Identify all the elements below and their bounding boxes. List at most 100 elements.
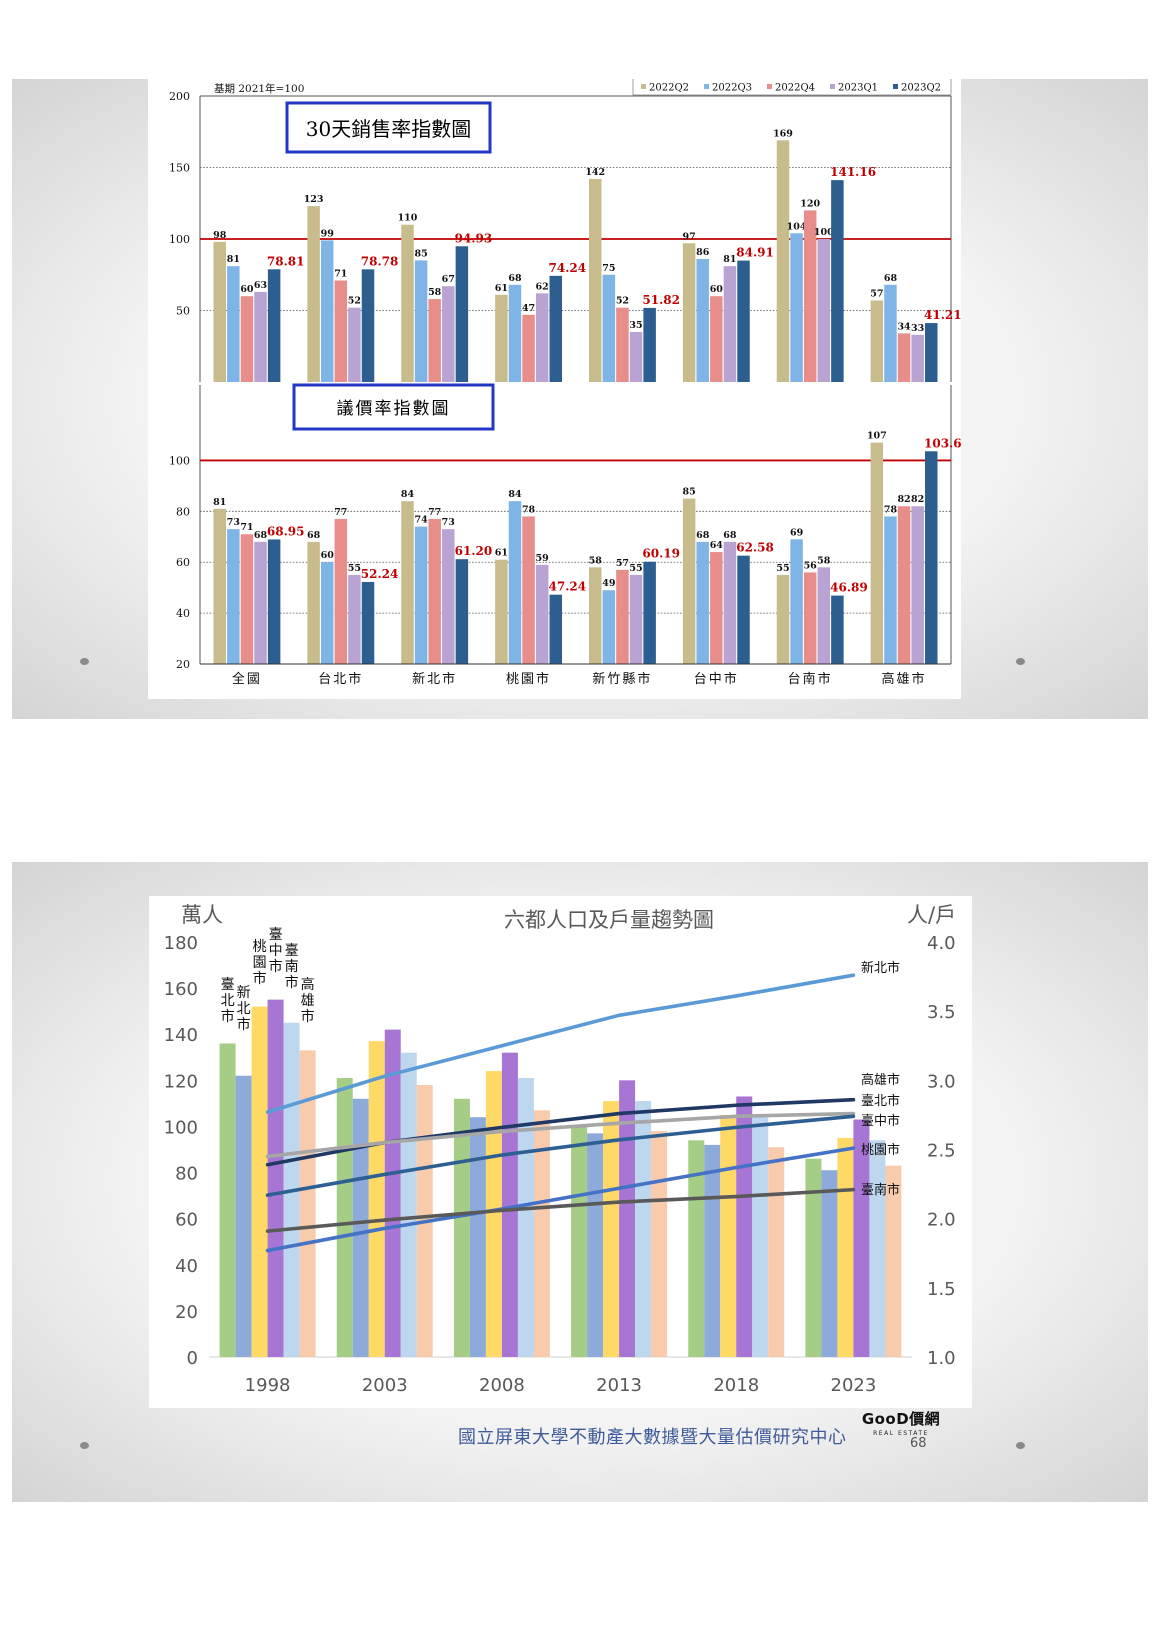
bar-2023Q1 [442, 529, 455, 664]
population-bar [299, 1050, 316, 1357]
population-bar [837, 1137, 854, 1357]
bar-value-label: 74 [414, 515, 428, 526]
bar-2022Q4 [897, 333, 911, 382]
bar-value-label: 68 [254, 530, 268, 541]
household-size-line [265, 1146, 856, 1253]
bar-2023Q2 [737, 260, 750, 382]
population-bar [885, 1165, 902, 1357]
x-tick-label: 2013 [596, 1375, 642, 1396]
bar-2022Q2 [495, 559, 508, 664]
bar-value-label: 59 [536, 553, 550, 564]
bar-2023Q1 [817, 239, 831, 382]
bar-2023Q1 [911, 334, 924, 382]
population-bar [336, 1078, 353, 1357]
slide-bullet [80, 1442, 89, 1449]
bar-2022Q2 [495, 294, 508, 382]
population-bar [704, 1144, 721, 1357]
bar-2022Q2 [588, 567, 602, 664]
bar-value-label: 82 [911, 494, 924, 505]
bar-city-label-char: 北 [237, 1001, 251, 1017]
bar-value-label: 120 [800, 198, 820, 209]
bar-value-label: 57 [870, 288, 883, 299]
population-bar [400, 1052, 417, 1357]
bar-value-label: 141.16 [830, 165, 876, 179]
bar-value-label: 41.21 [924, 308, 961, 322]
bar-value-label: 78 [884, 504, 898, 515]
bar-2022Q2 [776, 574, 790, 664]
bar-2022Q3 [696, 259, 709, 382]
bar-value-label: 61 [495, 283, 508, 294]
bar-city-label-char: 市 [269, 958, 283, 975]
bar-value-label: 57 [616, 558, 629, 569]
bar-value-label: 55 [629, 563, 642, 574]
bar-city-label-char: 市 [221, 1008, 235, 1025]
y-tick-label-left: 20 [175, 1302, 198, 1323]
bar-value-label: 60.19 [642, 547, 680, 561]
bar-2022Q4 [428, 518, 441, 664]
bar-2023Q1 [442, 286, 455, 382]
bar-2022Q3 [227, 266, 240, 382]
bar-value-label: 35 [629, 320, 642, 331]
bar-2022Q3 [508, 501, 522, 664]
household-size-line [265, 1114, 856, 1197]
slide-1: 50 100 150 200 98 81 60 63 78.81 123 99 71 52 78.78 11… [12, 79, 1148, 719]
bar-value-label: 84 [401, 489, 415, 500]
bar-2022Q3 [790, 233, 803, 382]
x-tick-label: 2003 [362, 1375, 408, 1396]
bar-value-label: 51.82 [642, 293, 680, 307]
category-label: 台南市 [788, 671, 833, 687]
bar-value-label: 68 [508, 273, 522, 284]
bar-2023Q2 [831, 180, 844, 382]
bar-2022Q3 [884, 284, 897, 382]
bar-2023Q2 [925, 451, 938, 664]
bar-value-label: 73 [442, 517, 455, 528]
bar-2023Q1 [629, 331, 643, 382]
category-label: 高雄市 [882, 671, 927, 687]
bar-2022Q2 [870, 442, 884, 664]
bar-2022Q4 [334, 518, 348, 664]
bar-value-label: 82 [897, 494, 910, 505]
bar-value-label: 81 [723, 254, 736, 265]
population-bar [619, 1080, 636, 1357]
line-label: 高雄市 [861, 1072, 900, 1088]
slide-2: 六都人口及戶量趨勢圖 萬人 人/戶 0 20 40 60 80 100 120 140 160 180 1… [12, 862, 1148, 1502]
legend-label: 2022Q4 [775, 83, 815, 94]
bar-city-label-char: 高 [301, 976, 315, 993]
bar-value-label: 81 [227, 254, 240, 265]
population-bar [651, 1131, 668, 1357]
bar-value-label: 73 [227, 517, 240, 528]
y-tick-label: 150 [169, 162, 190, 175]
bar-2022Q4 [803, 572, 817, 664]
y-tick-label-left: 40 [175, 1256, 198, 1277]
bar-2023Q2 [267, 269, 281, 382]
bar-2023Q1 [723, 541, 737, 664]
y-tick-label-left: 180 [164, 933, 198, 954]
category-label: 全國 [232, 671, 262, 687]
legend-label: 2022Q3 [712, 83, 752, 94]
bar-2023Q2 [455, 246, 469, 382]
bar-2022Q3 [508, 284, 522, 382]
bar-2023Q2 [361, 269, 375, 382]
bar-2022Q2 [307, 541, 320, 664]
bar-2022Q4 [710, 552, 723, 664]
population-bar [768, 1147, 785, 1357]
bar-2023Q1 [348, 307, 361, 382]
bar-value-label: 78.78 [361, 254, 399, 268]
category-label: 新北市 [412, 671, 457, 687]
bar-2023Q1 [817, 567, 831, 664]
population-bar [603, 1101, 620, 1357]
bar-2022Q2 [776, 140, 790, 382]
bar-value-label: 52.24 [361, 567, 399, 581]
bar-2022Q2 [213, 508, 226, 664]
bar-value-label: 34 [897, 321, 911, 332]
category-label: 台北市 [318, 671, 363, 687]
bar-city-label-char: 北 [221, 993, 235, 1009]
bar-city-label-char: 中 [269, 943, 283, 959]
bar-value-label: 52 [616, 296, 629, 307]
bar-value-label: 107 [867, 431, 887, 442]
y-tick-label-left: 100 [164, 1117, 198, 1138]
legend-box [632, 79, 952, 96]
bar-value-label: 68 [723, 530, 737, 541]
category-label: 台中市 [694, 671, 739, 687]
